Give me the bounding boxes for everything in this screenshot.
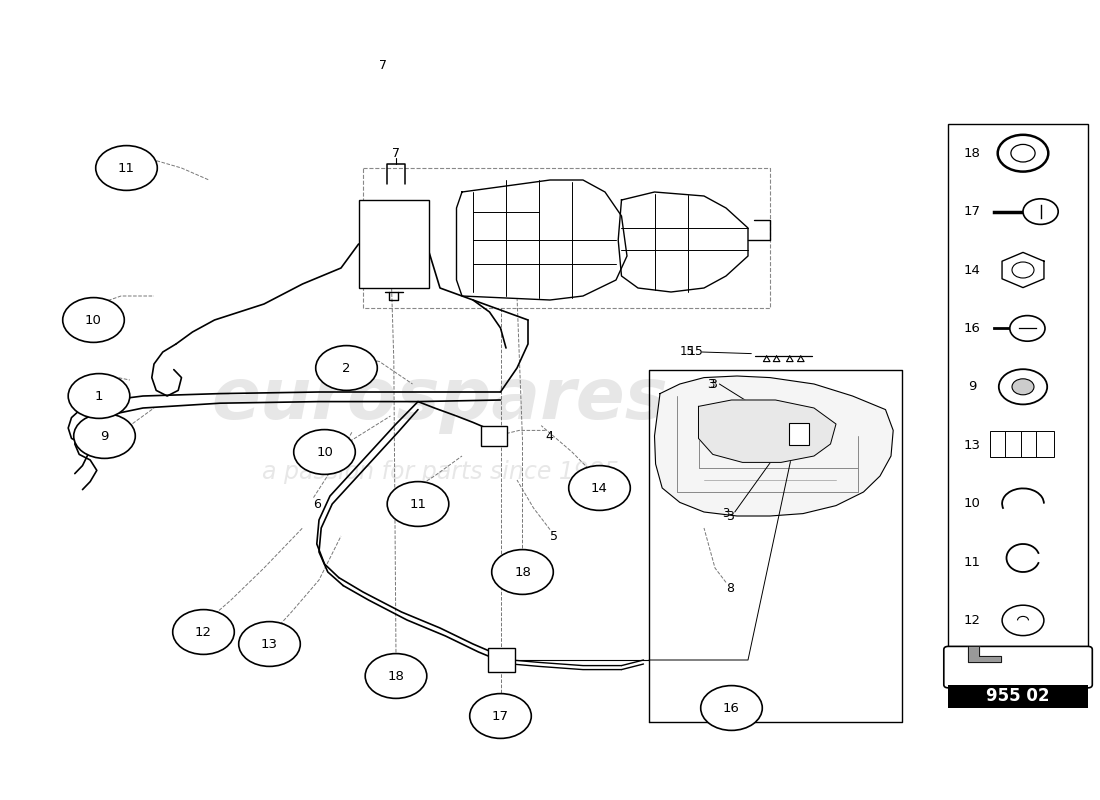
Text: 17: 17 xyxy=(964,205,981,218)
Text: 11: 11 xyxy=(409,498,427,510)
Text: 11: 11 xyxy=(118,162,135,174)
FancyBboxPatch shape xyxy=(944,646,1092,688)
Text: 4: 4 xyxy=(546,430,553,442)
FancyBboxPatch shape xyxy=(488,648,515,672)
FancyBboxPatch shape xyxy=(481,426,507,446)
Text: 13: 13 xyxy=(261,638,278,650)
Circle shape xyxy=(387,482,449,526)
Circle shape xyxy=(492,550,553,594)
FancyBboxPatch shape xyxy=(359,200,429,288)
Text: 2: 2 xyxy=(342,362,351,374)
FancyBboxPatch shape xyxy=(948,124,1088,650)
Circle shape xyxy=(68,374,130,418)
Text: 6: 6 xyxy=(314,498,321,510)
Circle shape xyxy=(365,654,427,698)
Circle shape xyxy=(1012,378,1034,395)
Text: 15: 15 xyxy=(688,346,703,358)
Text: 10: 10 xyxy=(316,446,333,458)
Circle shape xyxy=(1002,605,1044,635)
Circle shape xyxy=(1011,145,1035,162)
FancyBboxPatch shape xyxy=(789,423,808,445)
Polygon shape xyxy=(1021,430,1038,458)
Text: 955 02: 955 02 xyxy=(987,687,1049,706)
Polygon shape xyxy=(968,646,1001,662)
Text: 16: 16 xyxy=(723,702,740,714)
Text: 16: 16 xyxy=(964,322,981,335)
Circle shape xyxy=(701,686,762,730)
Circle shape xyxy=(316,346,377,390)
FancyBboxPatch shape xyxy=(948,685,1088,708)
Text: 12: 12 xyxy=(964,614,981,627)
Polygon shape xyxy=(1005,430,1023,458)
Circle shape xyxy=(239,622,300,666)
Text: 9: 9 xyxy=(968,380,977,394)
Polygon shape xyxy=(1002,253,1044,288)
Text: 10: 10 xyxy=(964,497,981,510)
Text: 9: 9 xyxy=(100,430,109,442)
Text: 13: 13 xyxy=(964,438,981,452)
Text: 3: 3 xyxy=(726,510,734,522)
Circle shape xyxy=(74,414,135,458)
Circle shape xyxy=(998,135,1048,172)
Polygon shape xyxy=(990,430,1008,458)
Text: 18: 18 xyxy=(514,566,531,578)
Text: 3: 3 xyxy=(723,507,729,520)
Text: eurospares: eurospares xyxy=(211,366,669,434)
Text: 7: 7 xyxy=(378,59,387,72)
Circle shape xyxy=(569,466,630,510)
Text: a passion for parts since 1985: a passion for parts since 1985 xyxy=(262,460,618,484)
Text: 15: 15 xyxy=(680,346,695,358)
Text: 10: 10 xyxy=(85,314,102,326)
Text: 14: 14 xyxy=(964,263,981,277)
Text: 18: 18 xyxy=(387,670,405,682)
Polygon shape xyxy=(456,180,627,300)
Circle shape xyxy=(1010,316,1045,342)
Text: 3: 3 xyxy=(707,378,714,390)
Text: 18: 18 xyxy=(964,146,981,160)
Text: 17: 17 xyxy=(492,710,509,722)
Circle shape xyxy=(999,370,1047,405)
Text: 14: 14 xyxy=(591,482,608,494)
Text: 3: 3 xyxy=(710,378,717,390)
Circle shape xyxy=(96,146,157,190)
Text: 1: 1 xyxy=(95,390,103,402)
Text: 5: 5 xyxy=(550,530,558,542)
Circle shape xyxy=(470,694,531,738)
Circle shape xyxy=(1012,262,1034,278)
Text: 11: 11 xyxy=(964,555,981,569)
Circle shape xyxy=(1023,198,1058,224)
Circle shape xyxy=(63,298,124,342)
Polygon shape xyxy=(1036,430,1054,458)
Text: 8: 8 xyxy=(726,582,734,594)
Polygon shape xyxy=(654,376,893,516)
Circle shape xyxy=(173,610,234,654)
Polygon shape xyxy=(698,400,836,462)
Text: 12: 12 xyxy=(195,626,212,638)
Polygon shape xyxy=(618,192,748,292)
Circle shape xyxy=(294,430,355,474)
Text: 7: 7 xyxy=(392,147,400,160)
